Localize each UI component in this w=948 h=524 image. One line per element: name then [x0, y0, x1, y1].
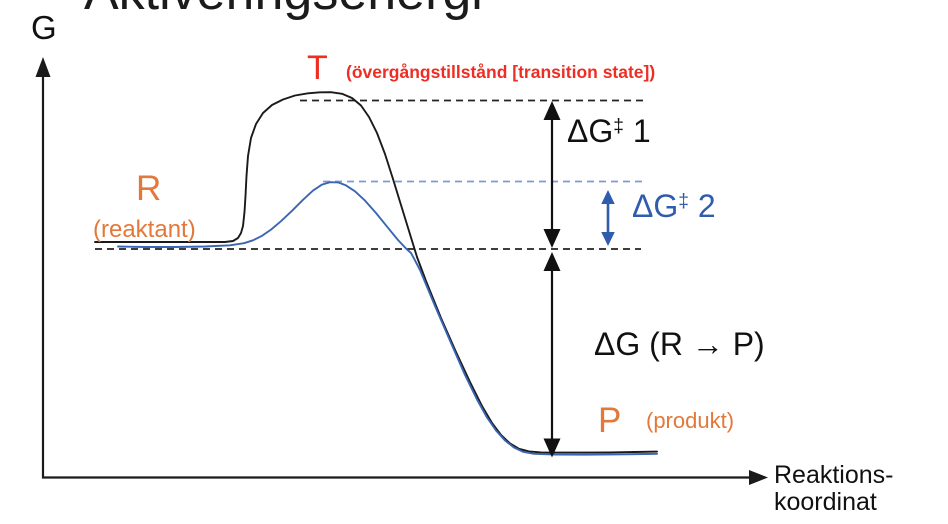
x-axis-title-line2: koordinat — [774, 488, 877, 516]
reactant-detail: (reaktant) — [93, 216, 196, 243]
dg2-arrow-head-up — [601, 190, 615, 204]
curve-2-blue-dG2 — [117, 181, 658, 456]
delta-g2-number: 2 — [688, 188, 716, 224]
product-detail: (produkt) — [646, 408, 735, 433]
delta-g2-doubledagger: ‡ — [678, 191, 689, 213]
delta-g1-base: ΔG — [567, 113, 614, 149]
y-axis-arrowhead — [35, 57, 51, 77]
chart-title: Aktiveringsenergi — [84, 0, 483, 18]
delta-g2-label: ΔG‡ 2 — [632, 190, 716, 222]
reactant-symbol: R — [136, 169, 162, 208]
x-axis-title: Reaktions- koordinat — [774, 462, 894, 516]
dg1-arrow-head-down — [543, 229, 561, 248]
delta-g2-base: ΔG — [632, 188, 679, 224]
product-symbol: P — [598, 401, 622, 440]
delta-g1-doubledagger: ‡ — [613, 116, 624, 138]
delta-g1-number: 1 — [623, 113, 651, 149]
dg-rp-arrow-head-up — [543, 252, 561, 271]
delta-g-reaction-label: ΔG (R → P) — [594, 326, 765, 362]
x-axis-arrowhead — [749, 470, 768, 485]
transition-state-detail: (övergångstillstånd [transition state]) — [346, 62, 656, 82]
dg-rp-arrow-head-down — [543, 438, 561, 458]
curve-1-black-dG1 — [94, 91, 658, 454]
delta-g1-label: ΔG‡ 1 — [567, 115, 651, 147]
transition-state-symbol: T — [307, 49, 328, 87]
dg2-arrow-head-down — [601, 232, 615, 246]
y-axis-title: G — [31, 9, 57, 46]
dg1-arrow-head-up — [543, 101, 561, 120]
x-axis-title-line1: Reaktions- — [774, 461, 894, 489]
